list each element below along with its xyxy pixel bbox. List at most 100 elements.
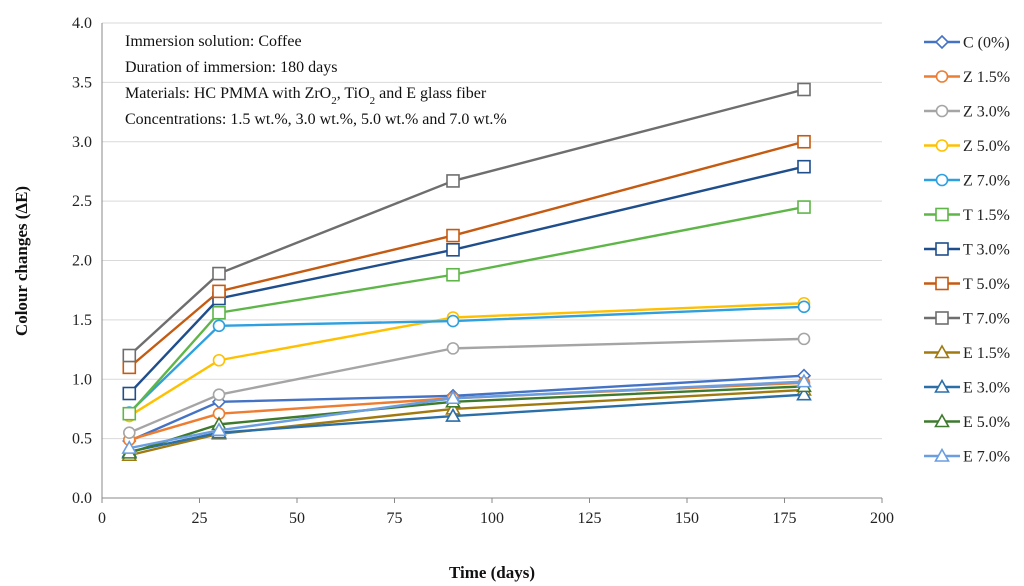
data-point	[796, 373, 812, 388]
data-point	[797, 82, 811, 97]
legend-item: Z 5.0%	[924, 138, 1010, 155]
legend-label: T 5.0%	[963, 276, 1010, 293]
data-point	[121, 439, 138, 454]
legend-item: Z 1.5%	[924, 69, 1010, 86]
legend-label: E 5.0%	[963, 414, 1010, 431]
tick-labels: 0.0 0.5 1.0 1.5 2.0 2.5 3.0 3.5 4.0 0 25 50 75 100 125…	[72, 15, 894, 527]
data-point	[212, 353, 226, 367]
legend-item: T 5.0%	[924, 276, 1010, 293]
legend-label: T 1.5%	[963, 207, 1010, 224]
legend-item: Z 7.0%	[924, 173, 1010, 190]
data-series	[121, 82, 812, 462]
annotation-text-part: , TiO	[337, 85, 370, 102]
legend-item: E 5.0%	[924, 413, 1010, 431]
series-line	[128, 88, 805, 357]
data-point	[123, 426, 136, 439]
series-line	[128, 374, 805, 443]
data-point	[446, 342, 460, 355]
subscript: 2	[331, 95, 337, 107]
series-line	[128, 140, 805, 369]
x-tick-label: 25	[192, 510, 208, 527]
data-point	[122, 348, 137, 363]
legend-item: T 1.5%	[924, 207, 1010, 224]
data-point	[797, 332, 811, 346]
y-tick-label: 1.5	[72, 312, 92, 329]
x-tick-label: 0	[98, 510, 106, 527]
series-line	[128, 337, 805, 434]
legend-item: T 7.0%	[924, 311, 1010, 328]
legend-marker	[934, 34, 950, 50]
legend-item: C (0%)	[924, 35, 1010, 52]
y-tick-label: 2.5	[72, 193, 92, 210]
legend-marker	[934, 447, 950, 462]
y-tick-label: 1.0	[72, 371, 92, 388]
data-point	[445, 390, 461, 405]
legend-marker	[934, 378, 950, 393]
annotation-line: Duration of immersion: 180 days	[125, 59, 337, 76]
data-point	[796, 386, 812, 401]
series-t-5-0	[122, 134, 811, 375]
series-z-1-5	[123, 376, 811, 447]
series-e-5-0	[121, 378, 812, 459]
legend-item: T 3.0%	[924, 242, 1010, 259]
legend-item: E 1.5%	[924, 344, 1010, 362]
legend-item: E 7.0%	[924, 447, 1010, 466]
x-axis-title: Time (days)	[449, 563, 535, 582]
x-tick-label: 200	[870, 510, 894, 527]
data-point	[797, 134, 811, 149]
legend-marker	[934, 344, 950, 359]
y-axis-title: Colour changes (ΔE)	[12, 186, 31, 336]
x-tick-label: 50	[289, 510, 305, 527]
data-point	[211, 422, 227, 437]
legend-label: T 7.0%	[963, 311, 1010, 328]
annotation-line: Immersion solution: Coffee	[125, 33, 302, 50]
legend-marker	[935, 242, 949, 256]
legend-marker	[934, 413, 950, 428]
legend-marker	[935, 70, 949, 83]
x-tick-label: 125	[578, 510, 602, 527]
data-point	[446, 228, 460, 243]
series-z-5-0	[123, 296, 811, 423]
legend-marker	[935, 311, 949, 325]
annotation-line: Concentrations: 1.5 wt.%, 3.0 wt.%, 5.0 …	[125, 111, 507, 128]
data-point	[446, 174, 460, 188]
data-point	[122, 386, 137, 401]
series-z-3-0	[123, 332, 811, 439]
data-point	[212, 266, 226, 281]
legend-marker	[935, 207, 949, 222]
series-line	[129, 393, 805, 453]
legend-label: E 3.0%	[963, 380, 1010, 397]
x-tick-label: 150	[675, 510, 699, 527]
data-point	[797, 159, 811, 174]
data-point	[446, 314, 460, 328]
y-tick-label: 0.0	[72, 490, 92, 507]
legend-marker	[935, 139, 949, 152]
data-point	[445, 407, 461, 422]
annotation-text-part: Materials: HC PMMA with ZrO	[125, 85, 331, 102]
series-line	[128, 165, 805, 395]
series-t-1-5	[122, 200, 811, 421]
legend-label: E 7.0%	[963, 449, 1010, 466]
legend-marker	[935, 173, 949, 187]
y-tick-label: 0.5	[72, 431, 92, 448]
data-point	[446, 243, 460, 257]
data-point	[212, 284, 226, 299]
legend-label: Z 7.0%	[963, 173, 1010, 190]
data-point	[446, 267, 460, 282]
data-point	[122, 406, 137, 421]
legend-item: E 3.0%	[924, 378, 1010, 397]
legend-label: Z 3.0%	[963, 104, 1010, 121]
legend-marker	[935, 276, 949, 291]
series-line	[128, 205, 805, 415]
series-line	[129, 388, 805, 457]
series-line	[129, 380, 805, 450]
x-tick-label: 75	[387, 510, 403, 527]
annotation-box: Immersion solution: Coffee Duration of im…	[125, 33, 507, 128]
x-tick-label: 100	[480, 510, 504, 527]
data-point	[797, 300, 811, 314]
legend: C (0%) Z 1.5% Z 3.0% Z 5.0% Z 7.0% T 1.5% T 3.…	[924, 35, 1010, 466]
series-line	[128, 305, 805, 414]
legend-marker	[935, 104, 949, 118]
data-point	[797, 200, 811, 214]
series-line	[128, 302, 805, 418]
